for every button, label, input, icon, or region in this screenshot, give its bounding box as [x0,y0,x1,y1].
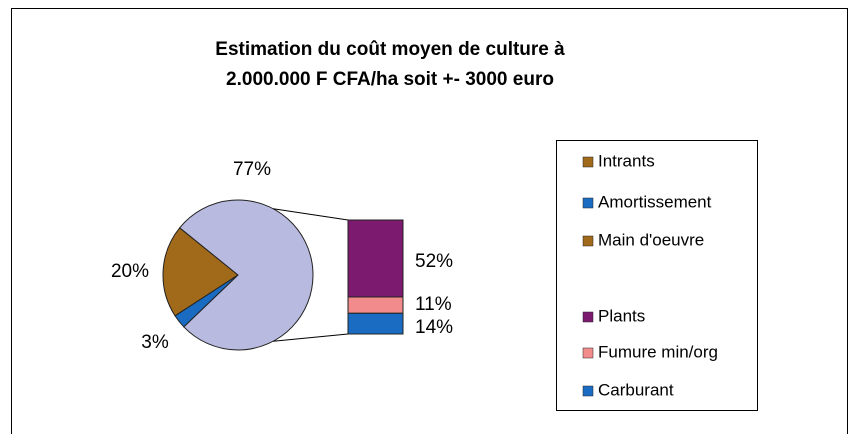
bar-label: 52% [415,251,453,272]
legend-box [556,140,758,411]
legend-label: Amortissement [598,192,712,211]
bar-segment [347,296,404,314]
legend-swatch [582,347,594,359]
chart-title: 2.000.000 F CFA/ha soit +- 3000 euro [226,69,554,90]
pie-label: 20% [111,261,149,282]
legend-label: Fumure min/org [598,342,718,361]
connector [273,208,349,221]
connector [273,333,349,342]
legend-label: Carburant [598,380,674,399]
chart-title: Estimation du coût moyen de culture à [215,39,565,60]
chart-frame [11,8,848,434]
legend-swatch [582,235,594,247]
pie-slice [162,227,239,317]
bar-segment [347,219,404,298]
bar-label: 14% [415,317,453,338]
legend-label: Main d'oeuvre [598,230,704,249]
pie-label: 77% [233,159,271,180]
legend-swatch [582,311,594,323]
legend-swatch [582,156,594,168]
legend-label: Plants [598,306,645,325]
bar-segment [347,312,404,335]
bar-label: 11% [415,294,452,315]
legend-label: Intrants [598,151,655,170]
legend-swatch [582,385,594,397]
pie-label: 3% [141,332,169,353]
legend-swatch [582,197,594,209]
pie-slice [179,199,314,351]
